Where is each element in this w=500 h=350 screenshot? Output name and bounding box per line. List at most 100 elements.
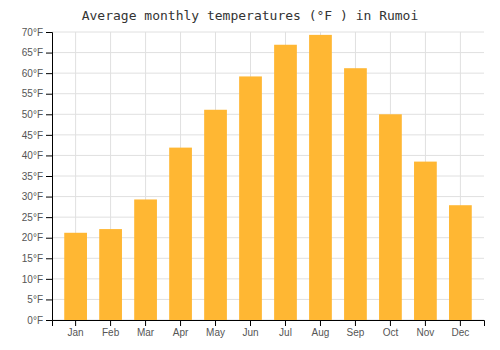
tick-label: Apr (173, 327, 189, 338)
title: Average monthly temperatures (°F ) in Ru… (82, 8, 419, 23)
tick: Sep (347, 320, 365, 338)
tick-label: 50°F (22, 109, 43, 120)
tick-mark (46, 299, 52, 300)
tick: Dec (451, 320, 469, 338)
tick-mark (250, 320, 251, 326)
tick-mark (145, 320, 146, 326)
bar (344, 68, 367, 320)
tick-label: Jun (242, 327, 258, 338)
tick-mark (320, 320, 321, 326)
tick-mark (215, 320, 216, 326)
tick-label: 20°F (22, 232, 43, 243)
grid-line (52, 52, 484, 53)
tick: 70°F (22, 27, 52, 38)
tick-label: 15°F (22, 253, 43, 264)
tick-mark (46, 155, 52, 156)
bar (134, 199, 157, 320)
tick-label: 5°F (27, 294, 43, 305)
bar (414, 162, 437, 320)
grid-line (52, 134, 484, 135)
tick-label: Feb (102, 327, 120, 338)
tick: 10°F (22, 274, 52, 285)
tick-mark (390, 320, 391, 326)
tick-mark (355, 320, 356, 326)
tick: Jun (242, 320, 258, 338)
tick-label: 45°F (22, 130, 43, 141)
tick-label: Nov (417, 327, 435, 338)
tick-mark (46, 217, 52, 218)
tick-label: 55°F (22, 88, 43, 99)
tick-label: Mar (137, 327, 155, 338)
tick: 0°F (27, 315, 52, 326)
tick-mark (285, 320, 286, 326)
tick: Nov (417, 320, 435, 338)
tick: 55°F (22, 88, 52, 99)
tick-mark (110, 320, 111, 326)
tick-label: 10°F (22, 274, 43, 285)
tick: 60°F (22, 68, 52, 79)
bar (169, 148, 192, 320)
tick: 30°F (22, 191, 52, 202)
grid-line (52, 73, 484, 74)
grid-line (52, 114, 484, 115)
tick-label: Aug (312, 327, 330, 338)
bar (309, 35, 332, 320)
axis-line (46, 33, 53, 321)
tick-mark (46, 238, 52, 239)
tick-label: 35°F (22, 171, 43, 182)
plot: 0°F 5°F 10°F 15°F 20°F 25°F 30°F 35°F 40°F 45°F 50… (22, 27, 485, 338)
tick: Feb (102, 320, 120, 338)
tick-mark (75, 320, 76, 326)
bar (449, 205, 472, 320)
tick: Jul (279, 320, 292, 338)
tick: 40°F (22, 150, 52, 161)
tick-mark (46, 53, 52, 54)
y-axis: 0°F 5°F 10°F 15°F 20°F 25°F 30°F 35°F 40°F 45°F 50… (22, 27, 53, 326)
tick-mark (46, 135, 52, 136)
tick: May (206, 320, 225, 338)
tick: 20°F (22, 232, 52, 243)
bar (204, 110, 227, 320)
grid-line (52, 155, 484, 156)
tick-mark (460, 320, 461, 326)
tick-label: 70°F (22, 27, 43, 38)
tick: Apr (173, 320, 189, 338)
bar (99, 229, 122, 320)
tick-mark (46, 114, 52, 115)
tick-label: Jul (279, 327, 292, 338)
tick-label: 40°F (22, 150, 43, 161)
tick: 25°F (22, 212, 52, 223)
chart: Average monthly temperatures (°F ) in Ru… (0, 0, 500, 350)
tick-mark (46, 176, 52, 177)
tick-mark (425, 320, 426, 326)
tick-mark (46, 258, 52, 259)
tick-mark (180, 320, 181, 326)
tick: Oct (383, 320, 399, 338)
tick-mark (46, 73, 52, 74)
tick-mark (46, 320, 52, 321)
bar (379, 114, 402, 320)
tick: Aug (312, 320, 330, 338)
tick-mark (46, 94, 52, 95)
tick-label: May (206, 327, 225, 338)
tick-label: Dec (451, 327, 469, 338)
tick-label: 60°F (22, 68, 43, 79)
tick-mark (46, 197, 52, 198)
tick: Jan (68, 320, 84, 338)
tick: 65°F (22, 47, 52, 58)
bar (239, 76, 262, 320)
tick: 45°F (22, 130, 52, 141)
tick-label: 0°F (27, 315, 43, 326)
bars (64, 35, 472, 320)
tick-label: 65°F (22, 47, 43, 58)
axis-line (53, 321, 485, 327)
tick-label: Jan (68, 327, 84, 338)
tick-mark (46, 279, 52, 280)
tick-label: Sep (347, 327, 365, 338)
grid (52, 32, 484, 320)
tick-label: Oct (383, 327, 399, 338)
grid-line (52, 32, 484, 33)
tick: 50°F (22, 109, 52, 120)
tick: Mar (137, 320, 155, 338)
tick: 35°F (22, 171, 52, 182)
